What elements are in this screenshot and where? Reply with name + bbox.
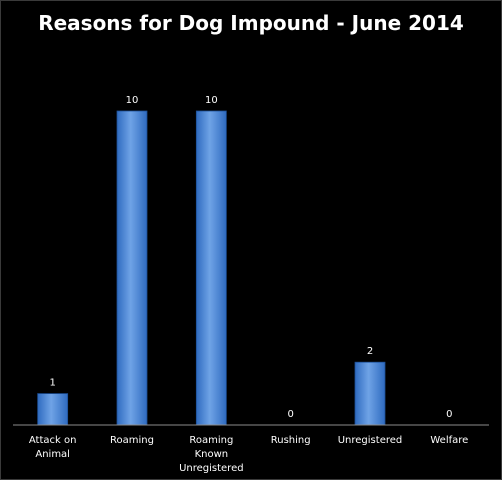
data-label-5: 0 bbox=[446, 409, 452, 420]
data-label-2: 10 bbox=[205, 95, 218, 106]
bar-0 bbox=[37, 393, 69, 426]
data-label-4: 2 bbox=[367, 346, 373, 357]
data-label-1: 10 bbox=[126, 95, 139, 106]
tick-label-5: Welfare bbox=[430, 435, 468, 446]
tick-label-2: Roaming Known Unregistered bbox=[179, 435, 244, 474]
bars-layer bbox=[37, 110, 386, 426]
bar-1 bbox=[116, 110, 148, 426]
tick-label-3: Rushing bbox=[271, 435, 311, 446]
bar-2 bbox=[195, 110, 227, 426]
data-label-3: 0 bbox=[287, 409, 293, 420]
tick-label-0: Attack on Animal bbox=[29, 435, 77, 460]
labels-layer: 1 10 10 0 2 0 bbox=[49, 95, 452, 420]
data-label-0: 1 bbox=[49, 378, 55, 389]
tick-label-4: Unregistered bbox=[338, 435, 403, 446]
tick-label-1: Roaming bbox=[110, 435, 154, 446]
bar-4 bbox=[354, 361, 386, 426]
x-tick-labels: Attack on Animal Roaming Roaming Known Unregi… bbox=[29, 435, 468, 474]
chart-title: Reasons for Dog Impound - June 2014 bbox=[38, 11, 464, 35]
